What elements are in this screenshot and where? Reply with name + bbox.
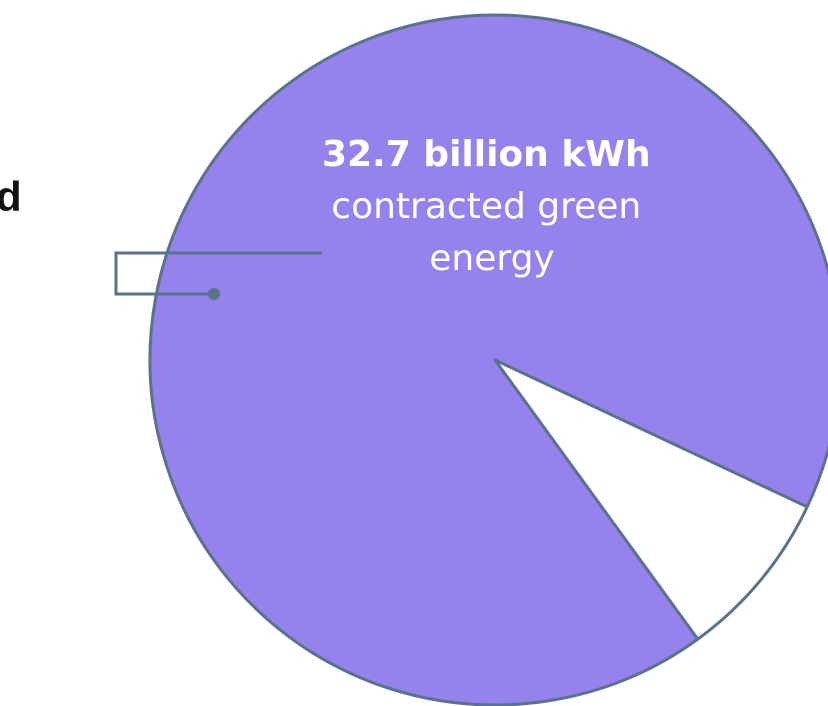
leader-dot (208, 288, 220, 300)
slice-label-line-2: contracted green (331, 186, 641, 227)
slice-label-line-1: 32.7 billion kWh (322, 134, 651, 175)
slice-label-line-3: energy (429, 238, 554, 279)
